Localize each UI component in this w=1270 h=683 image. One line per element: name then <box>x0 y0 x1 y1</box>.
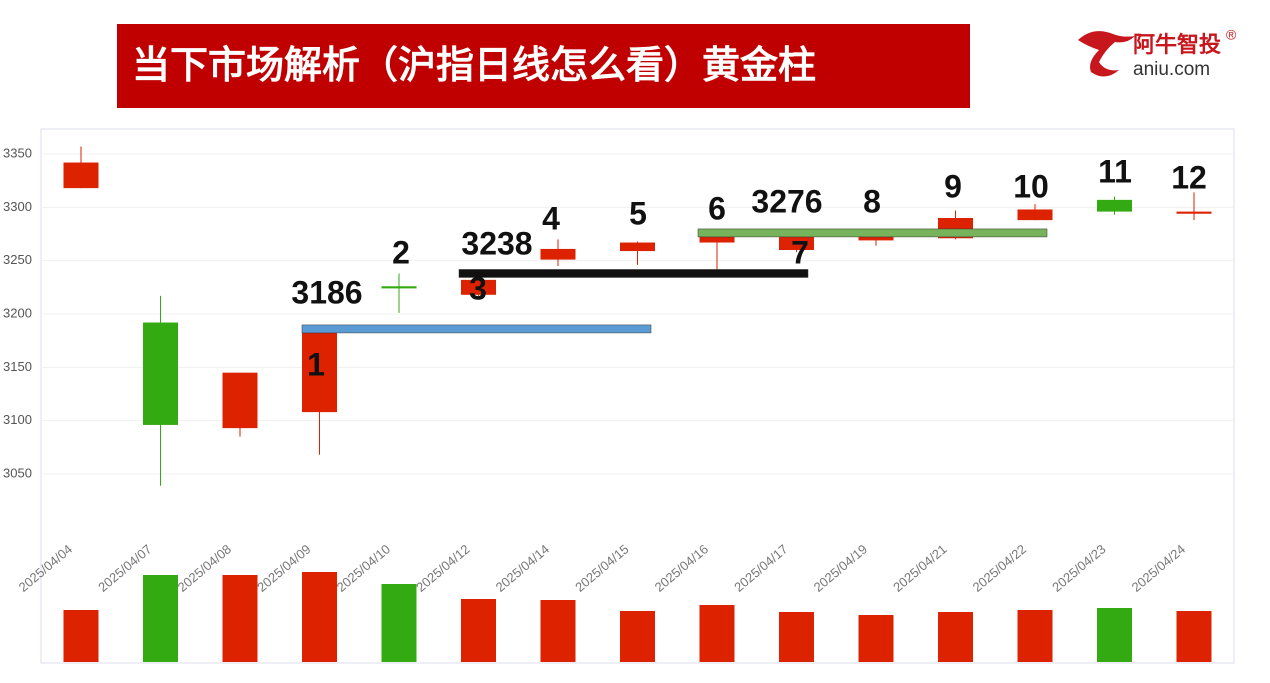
level-line <box>301 324 652 334</box>
x-tick-label: 2025/04/19 <box>811 541 870 594</box>
annotation: 4 <box>542 200 560 236</box>
annotation: 7 <box>791 234 809 270</box>
y-tick-label: 3200 <box>3 305 32 320</box>
annotation: 11 <box>1098 153 1132 189</box>
volume-bar <box>143 575 178 662</box>
volume-bar <box>779 612 814 662</box>
level-line <box>697 228 1048 238</box>
y-tick-label: 3100 <box>3 412 32 427</box>
level-line <box>458 269 809 278</box>
candle-body <box>222 372 258 429</box>
annotation: 8 <box>863 183 881 219</box>
volume-bar <box>540 600 576 662</box>
candle-body <box>381 286 417 289</box>
x-tick-label: 2025/04/16 <box>652 541 711 594</box>
annotation: 2 <box>392 234 410 270</box>
x-tick-label: 2025/04/22 <box>970 541 1029 594</box>
volume-bar <box>858 615 894 662</box>
candle-body <box>461 279 496 295</box>
candle-body <box>143 322 178 425</box>
x-tick-label: 2025/04/04 <box>16 541 75 594</box>
logo-icon <box>1078 31 1135 77</box>
y-tick-label: 3150 <box>3 359 32 374</box>
x-tick-label: 2025/04/17 <box>731 541 790 594</box>
logo-mark: ® <box>1226 27 1237 43</box>
annotation: 6 <box>708 190 726 226</box>
volume-bar <box>1097 608 1132 662</box>
candle-body <box>779 232 814 250</box>
y-tick-label: 3050 <box>3 465 32 480</box>
volume-bar <box>938 612 973 662</box>
candle-body <box>540 248 576 260</box>
volume-bar <box>1176 611 1212 662</box>
candle-body <box>620 242 655 252</box>
annotation: 1 <box>307 346 325 382</box>
logo-cn: 阿牛智投 <box>1133 32 1221 57</box>
volume-bar <box>620 611 655 662</box>
x-tick-label: 2025/04/23 <box>1049 541 1108 594</box>
candle-body <box>1176 211 1212 214</box>
candle-body <box>1097 199 1132 212</box>
annotation: 10 <box>1013 168 1049 204</box>
x-tick-label: 2025/04/21 <box>890 541 949 594</box>
annotation: 9 <box>944 168 962 204</box>
candle-body <box>302 328 337 413</box>
plot-frame <box>40 128 1235 664</box>
annotation: 3276 <box>751 183 822 219</box>
x-tick-label: 2025/04/14 <box>493 541 552 594</box>
y-tick-label: 3350 <box>3 145 32 160</box>
logo-en: aniu.com <box>1133 59 1210 80</box>
title: 当下市场解析（沪指日线怎么看）黄金柱 <box>132 44 816 87</box>
volume-bar <box>1017 610 1053 662</box>
annotation: 3238 <box>461 225 532 261</box>
x-tick-label: 2025/04/24 <box>1129 541 1188 594</box>
title-banner <box>117 24 970 108</box>
volume-bar <box>381 584 417 662</box>
y-tick-label: 3300 <box>3 199 32 214</box>
annotation: 12 <box>1171 159 1207 195</box>
candle-body <box>63 162 99 189</box>
annotation: 3 <box>469 270 487 306</box>
x-tick-label: 2025/04/15 <box>572 541 631 594</box>
volume-bar <box>461 599 496 662</box>
annotation: 5 <box>629 195 647 231</box>
volume-bar <box>302 572 337 662</box>
y-tick-label: 3250 <box>3 252 32 267</box>
x-tick-label: 2025/04/12 <box>413 541 472 594</box>
volume-bar <box>63 610 99 662</box>
annotation: 3186 <box>291 274 362 310</box>
candle-body <box>1017 209 1053 221</box>
volume-bar <box>699 605 735 662</box>
volume-bar <box>222 575 258 662</box>
candle-body <box>699 235 735 243</box>
